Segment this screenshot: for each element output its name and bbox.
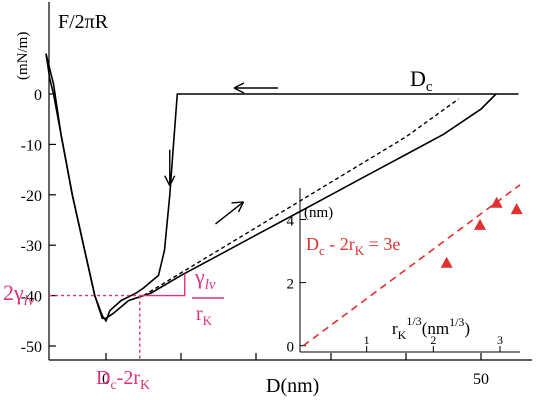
- dc-minus-rest: -2r: [117, 367, 141, 389]
- inset-x-tick-label: 2: [430, 333, 436, 347]
- gamma-slope-numerator: γlv: [194, 264, 216, 293]
- y-tick-label: -30: [21, 238, 42, 255]
- gamma-slope-den-main: r: [196, 303, 203, 325]
- arrow-upright-shaft: [215, 201, 244, 225]
- y-tick-label: -10: [21, 137, 42, 154]
- dc-label-sub: c: [426, 79, 433, 95]
- curve-approach: [45, 53, 519, 323]
- pink-guides: [49, 273, 186, 360]
- y-tick-label: -40: [21, 289, 42, 306]
- dc-minus-label: Dc-2rK: [96, 367, 150, 393]
- inset-equation: Dc - 2rK = 3e: [306, 234, 400, 258]
- dc-minus-main: D: [96, 367, 110, 389]
- inset-y-tick-label: 4: [287, 214, 295, 230]
- arrows: [164, 82, 278, 225]
- inset-eq-d: D: [306, 234, 319, 254]
- inset-marks: [302, 184, 523, 347]
- inset-x-close: ): [464, 319, 470, 338]
- slope-triangle: [139, 273, 186, 297]
- inset-eq-k: K: [355, 243, 365, 258]
- inset-x-label: rK1/3(nm1/3): [392, 314, 470, 342]
- y-axis-unit: (mN/m): [15, 32, 31, 80]
- arrow-upright-head: [231, 201, 245, 213]
- inset-eq-end: = 3e: [364, 234, 400, 254]
- curves: [45, 53, 519, 323]
- y-tick-label: 0: [34, 87, 42, 104]
- inset-data-point: [440, 256, 453, 268]
- y-ticks: 0 -10 -20 -30 -40 -50: [21, 87, 56, 356]
- y-tick-label: -50: [21, 339, 42, 356]
- gamma-left-main: 2γ: [3, 280, 24, 305]
- inset-eq-c: c: [319, 243, 325, 258]
- inset-data-point: [474, 218, 486, 230]
- inset-y-tick-label: 2: [287, 277, 295, 293]
- curve-retraction: [45, 53, 497, 320]
- gamma-left-label: 2γlv: [3, 280, 35, 309]
- arrow-left-head: [233, 82, 245, 94]
- x-tick-label: 0: [102, 371, 110, 388]
- inset-x-unit: (nm: [422, 319, 449, 338]
- gamma-slope-num-main: γ: [194, 264, 205, 289]
- x-ticks: 0 50: [102, 353, 489, 388]
- inset-ticks: 1 2 3 0 2 4: [287, 214, 504, 356]
- inset-x-tick-label: 1: [364, 333, 370, 347]
- dc-minus-rest-sub: K: [140, 378, 150, 393]
- inset-data-point: [510, 203, 523, 215]
- inset-x-sub: K: [398, 328, 407, 342]
- gamma-left-sub: lv: [24, 293, 35, 309]
- x-tick-label: 50: [473, 371, 489, 388]
- gamma-slope-denominator: rK: [196, 303, 213, 328]
- main-plot: 0-10-20-30-40-50 0 50 F/2πR (mN/m) D(nm) …: [3, 2, 532, 397]
- inset-x-r: r: [392, 319, 398, 338]
- inset-eq-mid: - 2r: [325, 234, 355, 254]
- y-axis-title: F/2πR: [58, 11, 109, 33]
- inset-y-tick-label: 0: [287, 340, 295, 356]
- gamma-slope-num-sub: lv: [205, 277, 216, 293]
- inset-x-unit-sup: 1/3: [449, 315, 464, 329]
- inset-y-label: (nm): [304, 205, 333, 221]
- dc-minus-sub: c: [110, 378, 116, 393]
- y-tick-label: -20: [21, 188, 42, 205]
- dc-label-main: D: [410, 66, 426, 91]
- inset-fit-line: [302, 184, 521, 347]
- inset-x-sup: 1/3: [406, 314, 421, 328]
- gamma-slope-den-sub: K: [203, 313, 213, 328]
- dc-label: Dc: [410, 66, 433, 95]
- arrow-down-head: [164, 175, 176, 186]
- inset-x-tick-label: 3: [497, 333, 503, 347]
- inset-data-point: [490, 196, 503, 208]
- x-axis-title: D(nm): [266, 375, 319, 397]
- curve-extrapolation: [143, 98, 459, 297]
